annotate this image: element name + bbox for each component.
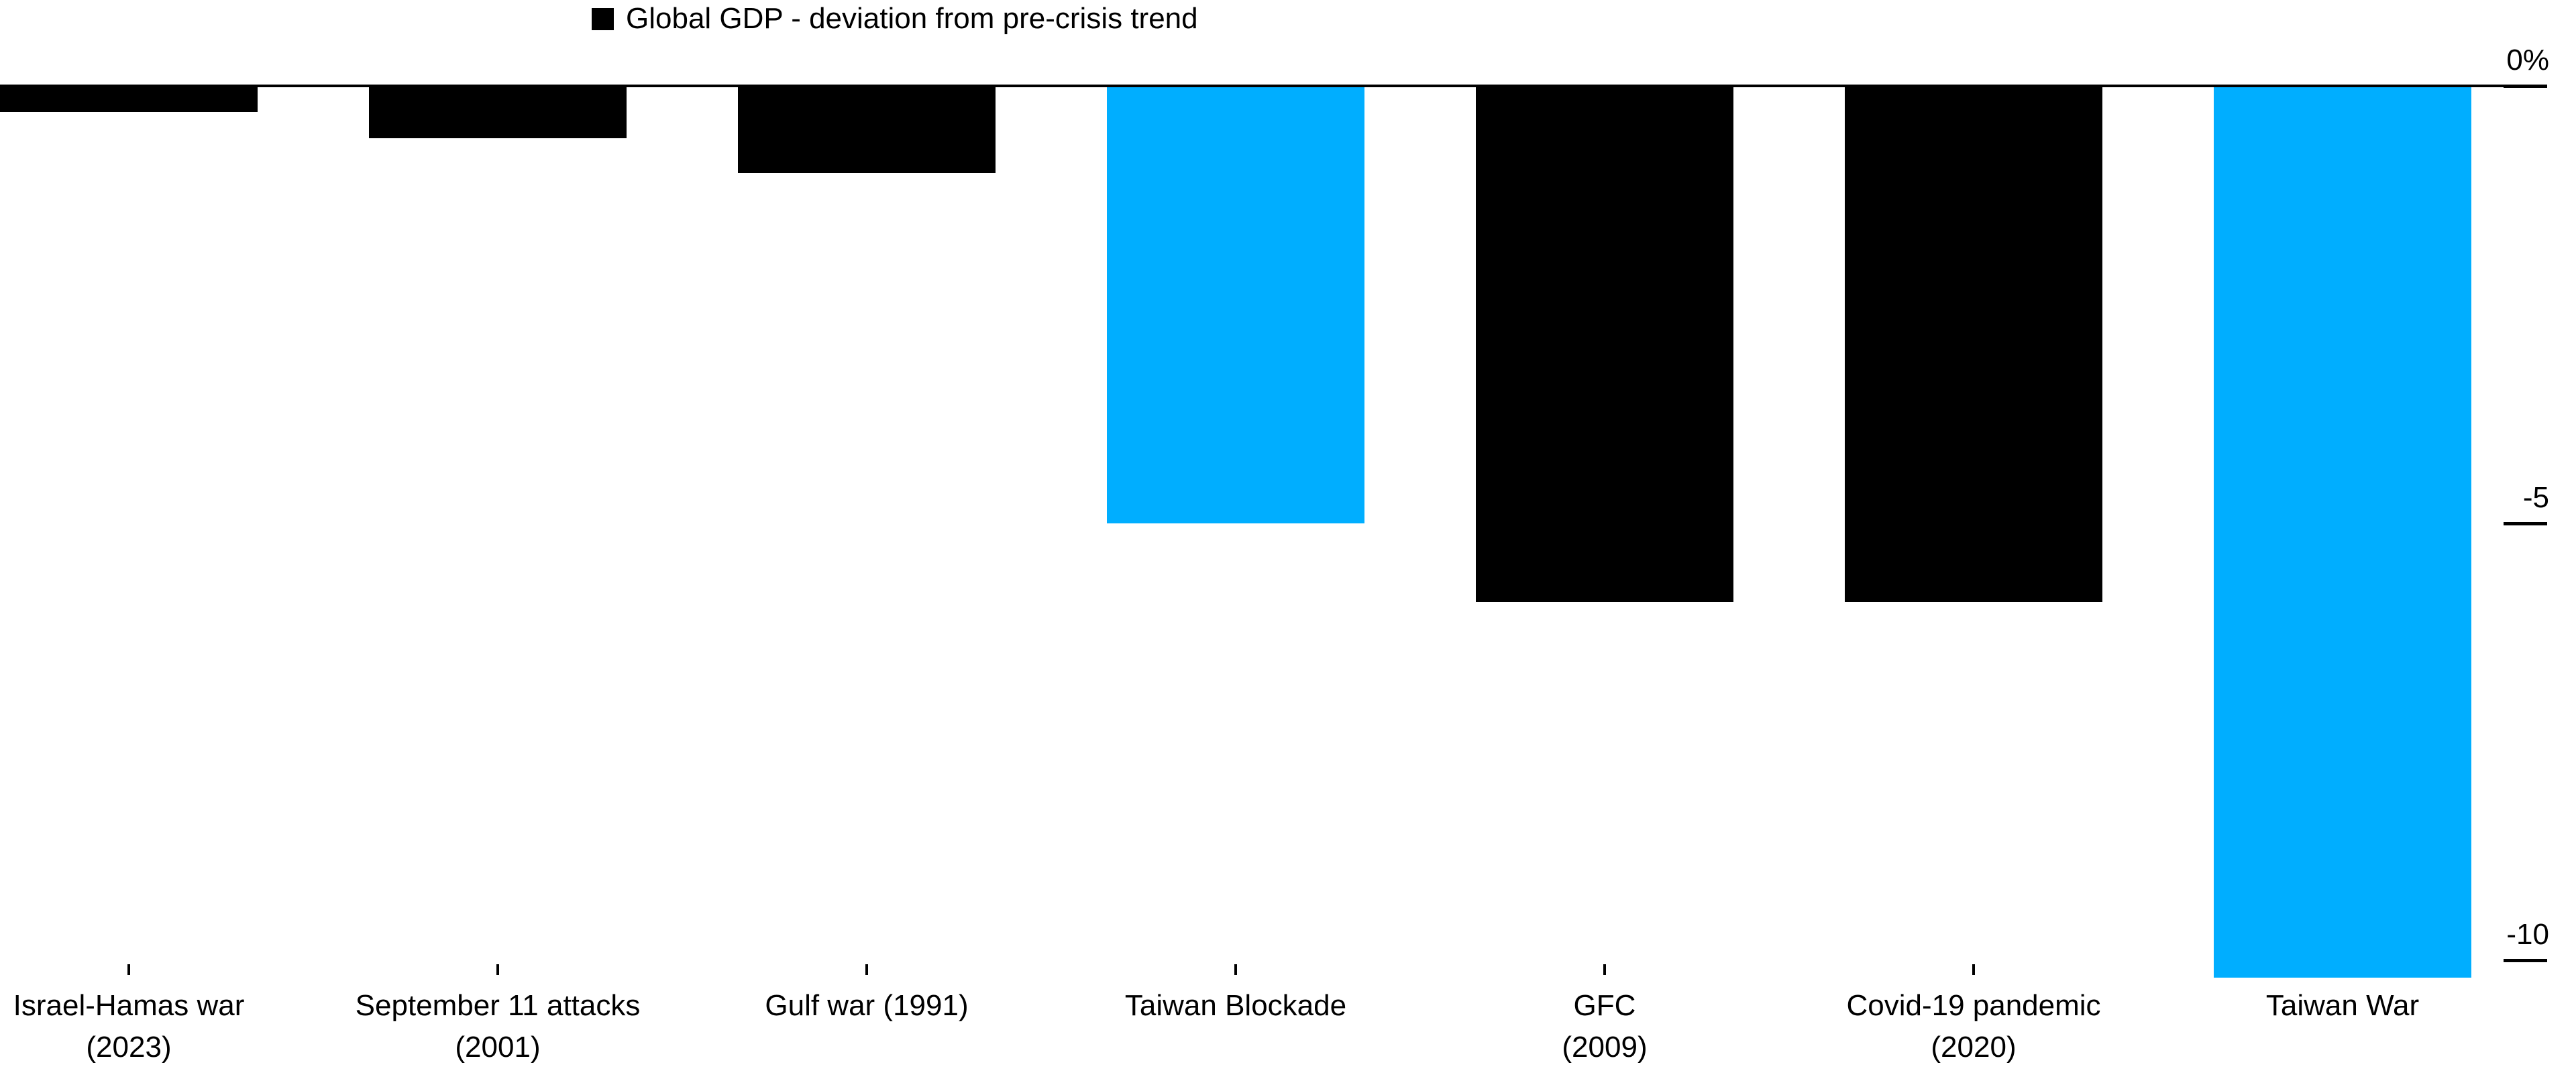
x-category-label: Taiwan Blockade — [1048, 985, 1424, 1027]
bar-gfc-2009- — [1476, 86, 1733, 602]
x-tick-mark — [1234, 964, 1237, 975]
bar-taiwan-blockade — [1107, 86, 1364, 523]
y-tick-mark--5 — [2504, 522, 2547, 525]
x-category-label-line: Covid-19 pandemic — [1846, 989, 2101, 1022]
x-category-label: GFC (2009) — [1417, 985, 1792, 1068]
x-category-label-line: (2020) — [1931, 1031, 2017, 1064]
x-tick-mark — [865, 964, 868, 975]
x-tick-mark — [1603, 964, 1606, 975]
y-tick-label-0: 0% — [2506, 44, 2549, 76]
x-category-label-line: September 11 attacks — [355, 989, 641, 1022]
x-category-label: Covid-19 pandemic (2020) — [1786, 985, 2161, 1068]
y-tick-label--10: -10 — [2506, 918, 2549, 951]
bar-september-11-attacks-2001- — [369, 86, 627, 138]
x-category-label-line: Israel-Hamas war — [13, 989, 245, 1022]
x-category-label: Israel-Hamas war (2023) — [0, 985, 317, 1068]
x-tick-mark — [496, 964, 499, 975]
x-category-label-line: GFC — [1573, 989, 1636, 1022]
legend-swatch-icon — [592, 7, 614, 30]
x-category-label-line: Taiwan Blockade — [1124, 989, 1347, 1022]
bar-taiwan-war — [2214, 86, 2471, 978]
y-tick-mark-0 — [2504, 85, 2547, 88]
x-category-label-line: Gulf war (1991) — [765, 989, 969, 1022]
x-category-label-line: Taiwan War — [2265, 989, 2420, 1022]
bar-israel-hamas-war-2023- — [0, 86, 258, 112]
x-tick-mark — [1972, 964, 1975, 975]
zero-axis-line — [0, 85, 2547, 87]
legend: Global GDP - deviation from pre-crisis t… — [592, 3, 1198, 35]
x-category-label: Taiwan War — [2155, 985, 2530, 1027]
x-tick-mark — [127, 964, 130, 975]
x-category-label-line: (2009) — [1562, 1031, 1648, 1064]
x-category-label: Gulf war (1991) — [679, 985, 1055, 1027]
bar-gulf-war-1991- — [738, 86, 996, 173]
x-category-label-line: (2023) — [86, 1031, 172, 1064]
y-tick-label--5: -5 — [2522, 481, 2549, 514]
legend-label: Global GDP - deviation from pre-crisis t… — [626, 2, 1198, 35]
x-category-label-line: (2001) — [455, 1031, 541, 1064]
bar-covid-19-pandemic-2020- — [1845, 86, 2102, 602]
x-category-label: September 11 attacks (2001) — [310, 985, 686, 1068]
y-tick-mark--10 — [2504, 959, 2547, 962]
